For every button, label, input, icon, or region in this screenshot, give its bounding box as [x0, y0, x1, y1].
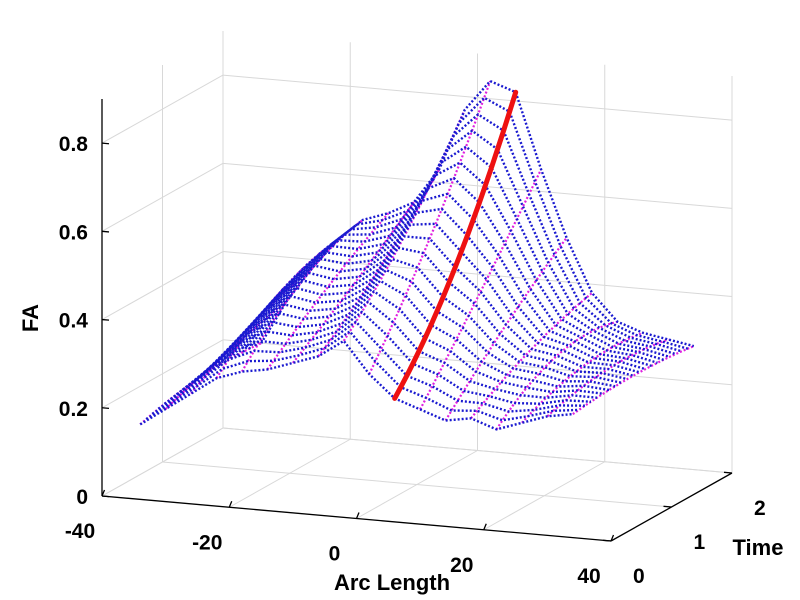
mesh-time-line — [495, 320, 618, 431]
y-tick-label: 0 — [633, 565, 645, 588]
mesh-arc-line — [169, 289, 604, 401]
z-tick-label: 0.6 — [59, 221, 88, 244]
mesh-arc-line — [163, 300, 598, 405]
highlight-line — [392, 89, 519, 401]
z-tick-mark — [101, 230, 110, 233]
x-tick-mark — [355, 512, 360, 519]
mesh-arc-line — [157, 310, 592, 410]
mesh-time-line — [470, 292, 593, 419]
highlight-curve — [392, 89, 519, 401]
axes — [101, 99, 733, 542]
mesh-arc-line — [260, 79, 695, 348]
z-tick-mark — [101, 495, 110, 498]
grid-line — [222, 427, 733, 474]
y-tick-label: 2 — [754, 497, 766, 520]
mesh-arc-line — [223, 176, 658, 364]
mesh-time-line — [368, 80, 492, 375]
x-tick-mark — [228, 501, 233, 508]
mesh-time-line — [572, 345, 695, 416]
mesh-arc-line — [242, 129, 677, 356]
y-tick-mark — [723, 471, 733, 474]
x-tick-label: 40 — [577, 565, 600, 588]
x-tick-label: 0 — [329, 543, 341, 566]
x-tick-mark — [610, 534, 615, 542]
grid-line — [162, 461, 672, 508]
mesh-arc-line — [248, 112, 683, 353]
y-tick-mark — [602, 539, 612, 542]
x-tick-mark — [483, 523, 487, 530]
mesh-arc-line — [175, 279, 610, 396]
mesh-time-line — [419, 168, 543, 410]
mesh-time-line — [292, 201, 415, 364]
mesh-time-line — [317, 168, 441, 357]
mesh-arc-line — [151, 320, 585, 415]
z-tick-label: 0.4 — [59, 310, 89, 333]
mesh-time-line — [342, 109, 466, 342]
z-tick-mark — [101, 318, 110, 321]
y-tick-mark — [663, 505, 672, 508]
z-tick-label: 0.8 — [59, 133, 89, 156]
mesh-arc-line — [205, 222, 640, 375]
x-tick-label: -20 — [192, 531, 222, 554]
grid-lines — [101, 31, 733, 542]
z-tick-label: 0 — [76, 486, 88, 509]
z-tick-mark — [101, 142, 110, 145]
x-tick-label: 20 — [450, 554, 473, 577]
mesh-arc-line — [217, 192, 652, 368]
z-tick-label: 0.2 — [59, 398, 88, 421]
x-tick-mark — [101, 489, 106, 497]
mesh-arc-line — [181, 268, 616, 391]
mesh-arc-line — [211, 207, 646, 371]
y-tick-labels: 0 1 2 — [633, 497, 766, 588]
x-tick-labels: -40 -20 0 20 40 — [65, 520, 601, 588]
mesh-arc-line — [193, 246, 628, 383]
mesh-arc-line — [187, 257, 622, 387]
mesh-arc-line — [139, 339, 573, 431]
z-axis-label: FA — [18, 304, 43, 332]
mesh-time-line — [215, 238, 339, 379]
y-axis-label: Time — [733, 535, 784, 560]
y-tick-label: 1 — [694, 531, 706, 554]
z-tick-mark — [101, 407, 110, 410]
mesh-time-line — [521, 331, 644, 424]
x-axis-label: Arc Length — [334, 570, 450, 595]
mesh-time-line — [444, 237, 568, 422]
x-tick-label: -40 — [65, 520, 95, 543]
mesh-arc-line — [229, 161, 664, 361]
z-tick-labels: 0 0.2 0.4 0.6 0.8 — [59, 133, 89, 509]
